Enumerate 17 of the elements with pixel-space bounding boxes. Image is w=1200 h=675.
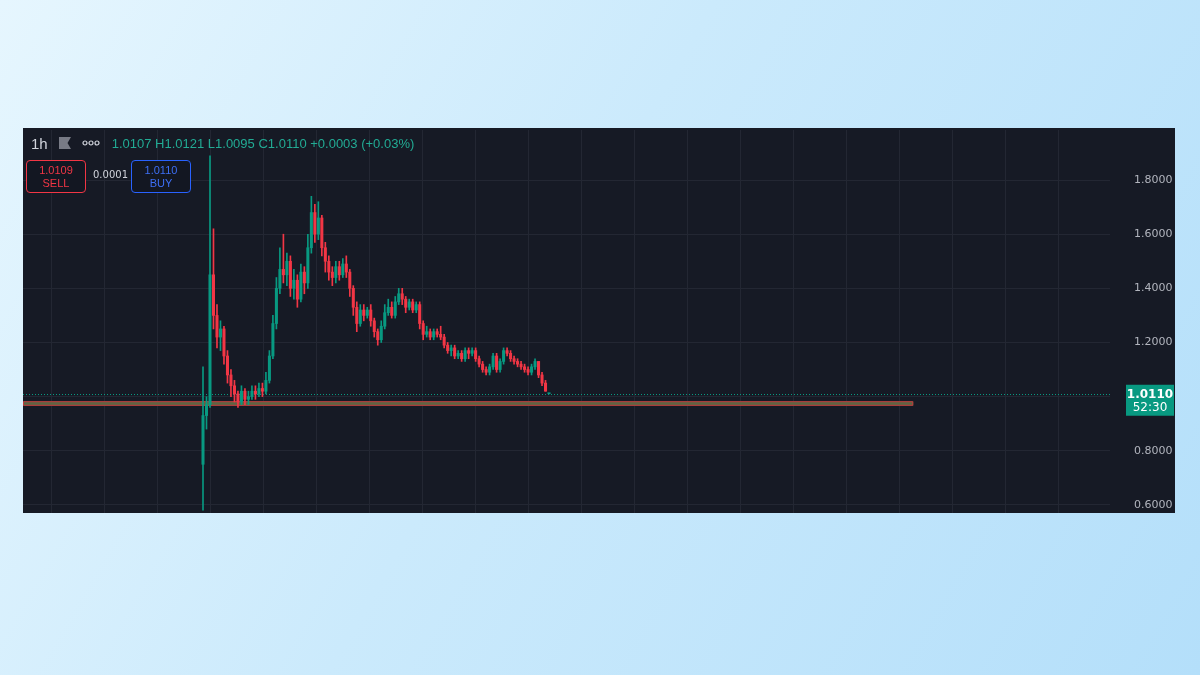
button: 1.0110 BUY [131, 160, 191, 193]
y-tick-label: 0.6000 [1134, 497, 1173, 511]
y-tick-label: 1.8000 [1134, 172, 1173, 186]
annotation: 1.0110 [144, 163, 178, 177]
annotation: 0.0001 [93, 169, 128, 180]
button: 1.0109 SELL [26, 160, 86, 193]
annotation: 1.0109 [39, 163, 73, 177]
annotation: BUY [149, 176, 173, 190]
chart-title: 1h [31, 134, 48, 152]
annotation: 1.0107 H1.0121 L1.0095 C1.0110 +0.0003 (+0.03%) [111, 135, 415, 151]
y-tick-label: 1.6000 [1134, 227, 1173, 241]
y-tick-label: 1.4000 [1134, 281, 1173, 295]
annotation: SELL [42, 176, 70, 190]
y-tick-label: 1.2000 [1134, 335, 1173, 349]
y-tick-label: 0.8000 [1134, 443, 1173, 457]
text: 52:30 [1132, 399, 1168, 414]
ref-line-label: 1.0110 [1126, 386, 1174, 401]
